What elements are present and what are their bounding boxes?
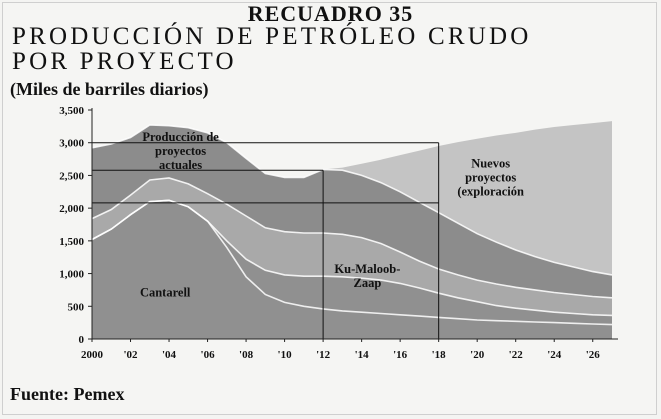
x-tick-label: '20 <box>470 349 485 361</box>
area-nuevos-proyectos-exploracion <box>92 121 612 275</box>
area-cantarell-base <box>92 200 612 339</box>
x-tick-label: 2000 <box>81 349 104 361</box>
chart-reference-lines <box>92 142 440 339</box>
y-tick-label: 2,000 <box>59 203 84 215</box>
x-tick-label: '22 <box>509 349 524 361</box>
chart-areas <box>92 121 612 339</box>
annotation-nuevos-proyectos-exploracion: Nuevos proyectos (exploración <box>457 157 524 199</box>
annotation-line: proyectos <box>465 171 516 185</box>
band-line-1 <box>91 124 613 276</box>
x-tick-label: '06 <box>201 349 216 361</box>
annotation-line: actuales <box>159 158 202 172</box>
annotation-cantarell: Cantarell <box>140 285 191 299</box>
x-tick-label: '02 <box>123 349 138 361</box>
box-label: RECUADRO 35 <box>247 1 414 26</box>
x-tick-label: '18 <box>432 349 447 361</box>
y-tick-label: 0 <box>79 334 85 346</box>
x-tick-label: '16 <box>393 349 408 361</box>
annotation-line: Zaap <box>354 276 382 290</box>
chart-axes: 0 500 1,000 1,500 2,000 2,500 3,000 3,500 2000 '0… <box>59 105 618 361</box>
y-tick-label: 3,500 <box>59 105 84 117</box>
chart-title: PRODUCCIÓN DE PETRÓLEO CRUDO POR PROYECT… <box>12 23 532 75</box>
y-tick-label: 500 <box>68 301 85 313</box>
y-tick-label: 1,500 <box>59 236 84 248</box>
area-produccion-de-proyectos-actuales <box>92 178 612 316</box>
units-label: (Miles de barriles diarios) <box>10 79 209 99</box>
y-tick-label: 3,000 <box>59 138 84 150</box>
x-tick-label: '24 <box>547 349 562 361</box>
band-line-2 <box>91 177 613 299</box>
x-tick-label: '10 <box>278 349 293 361</box>
annotation-line: Nuevos <box>471 157 510 171</box>
y-tick-label: 1,000 <box>59 269 84 281</box>
chart-annotations: Producción de proyectos actuales Nuevos proy… <box>140 130 524 300</box>
annotation-line: Cantarell <box>140 285 191 299</box>
source-note: Fuente: Pemex <box>10 384 125 404</box>
x-tick-label: '08 <box>239 349 254 361</box>
chart-band-lines <box>91 124 613 326</box>
annotation-line: proyectos <box>155 144 206 158</box>
band-line-4 <box>91 199 613 326</box>
x-tick-label: '14 <box>355 349 370 361</box>
x-tick-label: '26 <box>586 349 601 361</box>
x-tick-label: '12 <box>316 349 331 361</box>
annotation-produccion-de-proyectos-actuales: Producción de proyectos actuales <box>142 130 219 172</box>
area-ku-maloob-zaap <box>92 125 612 298</box>
annotation-ku-maloob-zaap: Ku-Maloob-Zaap <box>334 262 400 290</box>
annotation-line: Ku-Maloob- <box>334 262 400 276</box>
x-tick-label: '04 <box>162 349 177 361</box>
y-tick-label: 2,500 <box>59 170 84 182</box>
annotation-line: Producción de <box>142 130 219 144</box>
annotation-line: (exploración <box>457 185 524 199</box>
